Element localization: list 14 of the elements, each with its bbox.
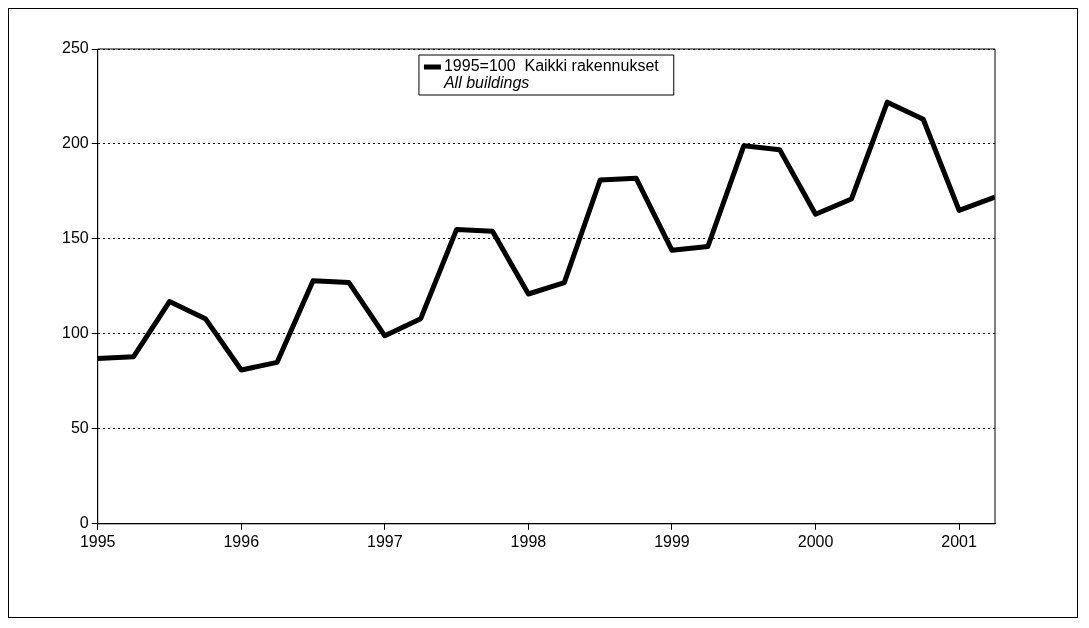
y-tick-label: 150 bbox=[61, 229, 89, 247]
y-tick-label: 50 bbox=[70, 419, 89, 437]
x-tick-label: 1998 bbox=[510, 532, 547, 550]
y-tick-label: 250 bbox=[61, 39, 89, 57]
legend-label: 1995=100 Kaikki rakennukset All buildings bbox=[442, 57, 660, 92]
y-tick-label: 100 bbox=[61, 324, 89, 342]
x-tick-label: 1997 bbox=[367, 532, 403, 550]
x-tick-label: 1999 bbox=[654, 532, 690, 550]
x-tick-label: 1996 bbox=[223, 532, 260, 550]
x-tick-label: 2001 bbox=[941, 532, 978, 550]
y-tick-label: 0 bbox=[79, 514, 89, 532]
x-tick-label: 1995 bbox=[79, 532, 116, 550]
x-tick-label: 2000 bbox=[797, 532, 834, 550]
y-tick-label: 200 bbox=[61, 134, 89, 152]
